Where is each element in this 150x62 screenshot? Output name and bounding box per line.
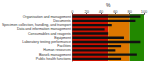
svg-text:Specimen collection, handling,: Specimen collection, handling, and trans… <box>2 23 71 28</box>
svg-text:Documents: Documents <box>53 18 71 23</box>
svg-text:Equipment: Equipment <box>54 35 71 40</box>
svg-text:Human resources: Human resources <box>43 48 71 53</box>
svg-text:40: 40 <box>99 9 104 14</box>
svg-text:Organisation and management: Organisation and management <box>22 14 71 19</box>
svg-text:20: 20 <box>84 9 89 14</box>
svg-text:Consumables and reagents: Consumables and reagents <box>28 31 71 36</box>
svg-text:80: 80 <box>127 9 132 14</box>
svg-text:0: 0 <box>71 9 74 14</box>
svg-text:60: 60 <box>113 9 118 14</box>
svg-text:Facilities: Facilities <box>57 44 71 49</box>
svg-text:Public health functions: Public health functions <box>36 57 71 61</box>
svg-text:Data and information managemen: Data and information management <box>17 27 71 32</box>
svg-text:%: % <box>106 2 111 8</box>
svg-text:Laboratory testing performance: Laboratory testing performance <box>22 40 71 44</box>
svg-text:100: 100 <box>141 9 148 14</box>
svg-text:Biosek management: Biosek management <box>39 52 71 57</box>
